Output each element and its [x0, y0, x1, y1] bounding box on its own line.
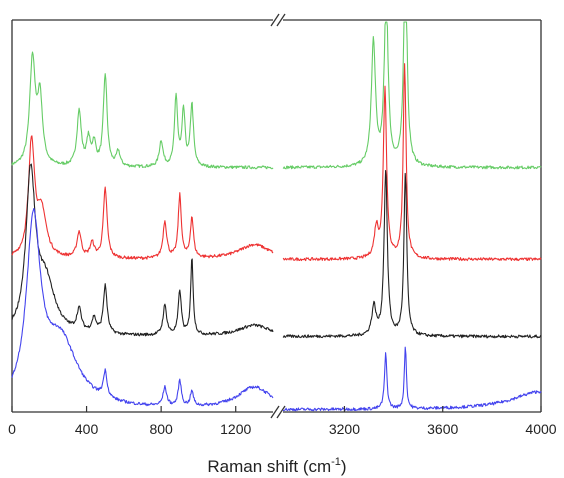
axis-break-mark — [276, 13, 286, 27]
plot-frame — [11, 13, 542, 419]
axis-break-mark — [276, 405, 286, 419]
x-tick-label: 800 — [149, 421, 173, 437]
x-axis-title-main: Raman shift (cm — [207, 457, 331, 476]
x-tick-label: 1200 — [220, 421, 251, 437]
x-tick-label: 0 — [8, 421, 16, 437]
x-axis-title-suffix: ) — [341, 457, 347, 476]
spectrum-line-3-segment-1 — [11, 163, 274, 337]
x-tick-label: 3200 — [329, 421, 360, 437]
x-tick-label: 4000 — [525, 421, 556, 437]
spectrum-line-1-segment-2 — [282, 21, 542, 170]
spectrum-line-3-segment-2 — [282, 170, 542, 339]
spectrum-line-4-segment-2 — [282, 346, 542, 412]
x-axis-ticks: 0 400 800 1200 3200 3600 4000 — [8, 406, 557, 437]
axis-break-mark — [270, 13, 280, 27]
spectrum-line-1-segment-1 — [11, 51, 274, 170]
axis-break-mark — [270, 405, 280, 419]
x-axis-title: Raman shift (cm-1) — [207, 456, 346, 476]
series-layer — [11, 21, 542, 412]
x-tick-label: 3600 — [427, 421, 458, 437]
x-tick-label: 400 — [75, 421, 99, 437]
spectrum-line-2-segment-1 — [11, 135, 274, 260]
spectrum-line-2-segment-2 — [282, 63, 542, 262]
x-axis-title-superscript: -1 — [331, 456, 341, 468]
spectrum-line-4-segment-1 — [11, 207, 274, 407]
